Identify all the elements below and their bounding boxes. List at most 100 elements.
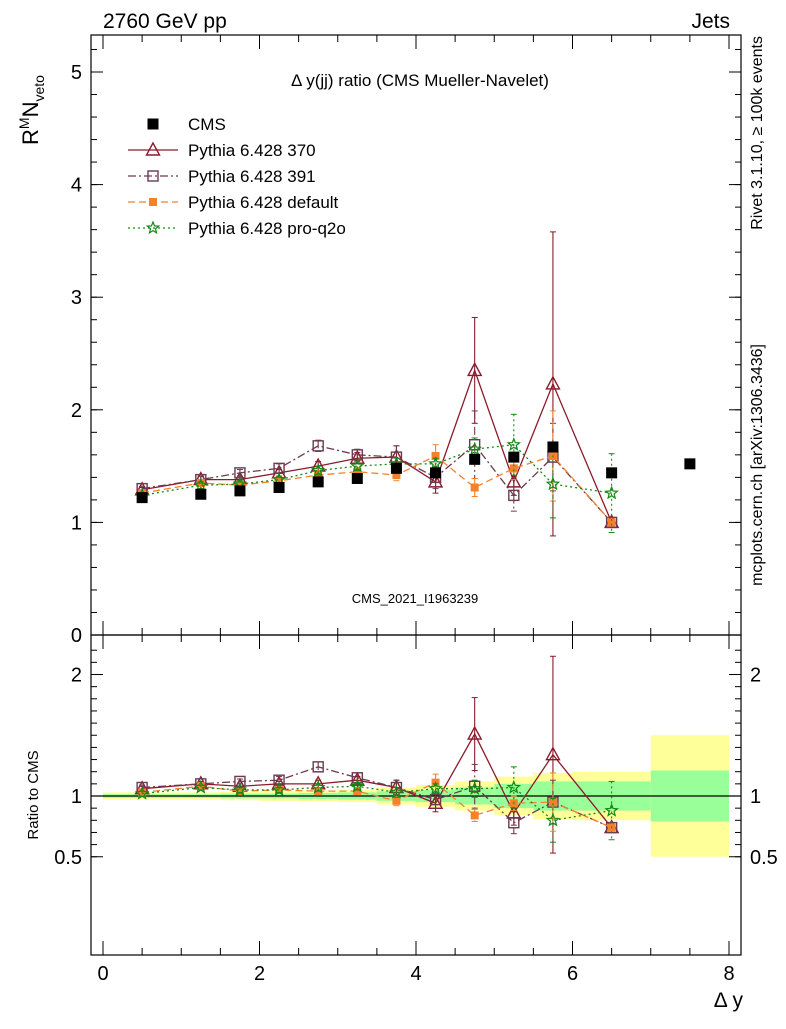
header-right: Jets	[691, 10, 730, 33]
series-line	[142, 444, 612, 497]
data-point	[193, 477, 209, 492]
legend-label: Pythia 6.428 370	[188, 141, 316, 160]
data-point	[273, 481, 285, 493]
ratio-y-axis-label: Ratio to CMS	[25, 750, 42, 839]
data-point	[392, 471, 401, 480]
series-p391	[136, 410, 618, 529]
data-point	[312, 761, 324, 773]
data-point	[509, 464, 518, 473]
legend-item: Pythia 6.428 pro-q2o	[128, 219, 346, 238]
data-point	[389, 784, 404, 799]
data-point	[470, 483, 479, 492]
data-point	[312, 476, 324, 488]
data-point	[193, 779, 209, 794]
data-point	[545, 375, 561, 390]
data-point	[428, 781, 443, 795]
legend-label: Pythia 6.428 default	[188, 193, 339, 212]
data-point	[353, 787, 362, 796]
data-point	[506, 437, 522, 451]
data-point	[547, 441, 559, 453]
legend-label: Pythia 6.428 pro-q2o	[188, 219, 346, 238]
svg-text:RMNveto: RMNveto	[16, 75, 47, 145]
data-point	[350, 778, 365, 793]
series-p370	[134, 655, 620, 854]
x-tick-label: 0	[97, 963, 108, 985]
series-line	[142, 785, 612, 821]
data-point	[312, 440, 324, 452]
data-point	[508, 451, 520, 463]
y-tick-label: 2	[71, 665, 82, 687]
y-tick-label: 5	[71, 62, 82, 84]
y-tick-label: 1	[71, 786, 82, 808]
data-point	[429, 793, 442, 806]
data-point	[349, 771, 365, 786]
data-point	[234, 775, 246, 788]
x-tick-label: 8	[723, 963, 734, 985]
data-point	[470, 811, 479, 820]
y-tick-label: 2	[750, 665, 761, 687]
data-point	[604, 802, 619, 817]
data-point	[467, 781, 482, 795]
data-point	[310, 779, 326, 794]
x-axis-label: Δ y	[714, 989, 744, 1012]
main-y-axis-label: RMNveto	[16, 75, 47, 145]
data-point	[149, 198, 157, 206]
series-line	[142, 766, 612, 829]
data-point	[467, 725, 483, 740]
data-point	[390, 462, 402, 474]
series-line	[142, 443, 613, 523]
data-point	[145, 220, 161, 235]
mcplots-label: mcplots.cern.ch [arXiv:1306.3436]	[749, 344, 766, 586]
data-point	[467, 441, 482, 456]
data-point	[506, 779, 522, 794]
data-point	[605, 516, 618, 529]
data-point	[145, 141, 161, 156]
data-point	[548, 798, 557, 807]
series-pq2o	[134, 766, 619, 843]
watermark: CMS_2021_I1963239	[352, 591, 479, 606]
data-point	[134, 785, 150, 800]
data-point	[545, 746, 561, 761]
rivet-label: Rivet 3.1.10, ≥ 100k events	[749, 36, 766, 230]
data-point	[310, 462, 326, 477]
series-p370	[134, 231, 620, 537]
y-tick-label: 4	[71, 175, 82, 197]
data-point	[234, 485, 246, 497]
y-tick-label: 2	[71, 400, 82, 422]
data-point	[545, 812, 561, 827]
data-point	[235, 787, 244, 796]
data-point	[351, 472, 363, 484]
data-point	[195, 488, 207, 500]
legend-item: CMS	[147, 115, 226, 134]
data-point	[430, 467, 442, 479]
data-point	[271, 782, 287, 797]
data-point	[235, 481, 244, 490]
series-line	[142, 455, 613, 523]
header-left: 2760 GeV pp	[103, 10, 227, 33]
legend-item: Pythia 6.428 default	[128, 193, 339, 212]
x-tick-label: 6	[567, 963, 578, 985]
x-tick-label: 4	[410, 963, 421, 985]
data-point	[684, 458, 696, 470]
data-point	[469, 453, 481, 465]
y-tick-label: 0.5	[750, 847, 778, 869]
data-point	[147, 118, 159, 130]
data-point	[428, 456, 443, 471]
data-point	[275, 476, 284, 485]
data-point	[147, 170, 159, 182]
data-point	[606, 467, 618, 479]
data-point	[390, 451, 403, 463]
data-point	[467, 361, 483, 377]
series-pdefault	[138, 410, 616, 527]
y-tick-label: 0	[71, 625, 82, 647]
data-point	[350, 458, 365, 473]
legend-item: Pythia 6.428 391	[128, 167, 316, 186]
legend-label: CMS	[188, 115, 226, 134]
legend-item: Pythia 6.428 370	[128, 141, 316, 160]
legend-label: Pythia 6.428 391	[188, 167, 316, 186]
data-point	[136, 492, 148, 504]
y-tick-label: 1	[71, 512, 82, 534]
data-point	[232, 782, 248, 797]
